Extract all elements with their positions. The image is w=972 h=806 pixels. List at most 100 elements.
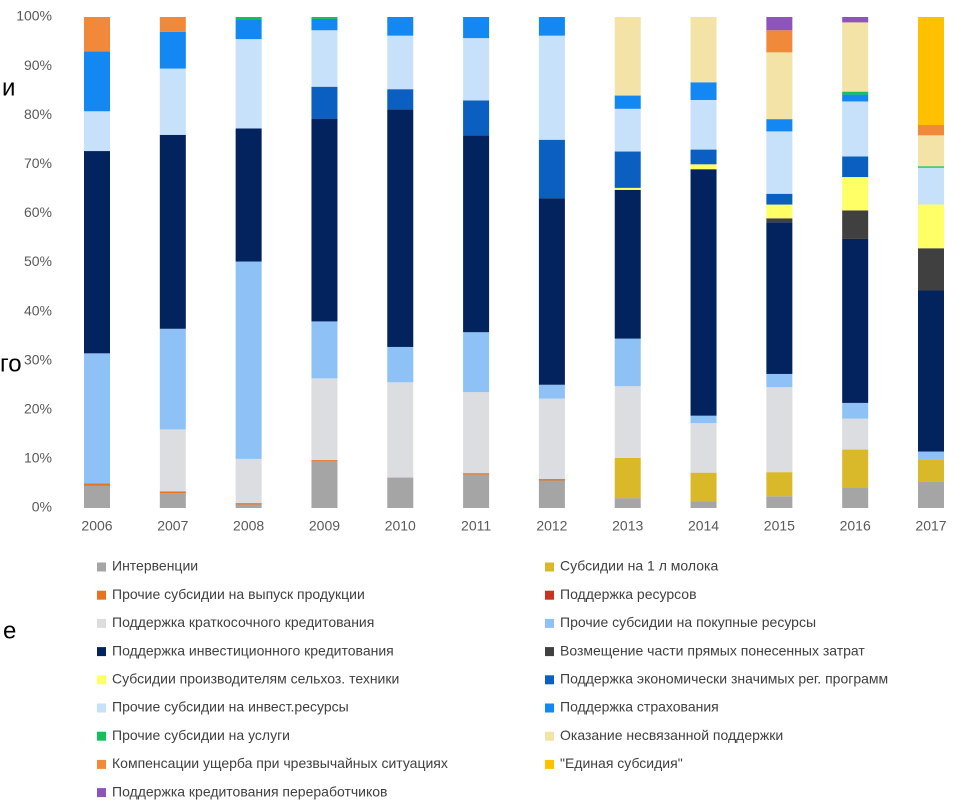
bar-segment bbox=[690, 169, 717, 416]
bar-segment bbox=[690, 164, 717, 170]
bar-segment bbox=[311, 17, 338, 19]
bar-segment bbox=[387, 35, 414, 90]
legend-label: Интервенции bbox=[112, 558, 198, 574]
bar-segment bbox=[311, 118, 338, 322]
legend-swatch bbox=[545, 675, 554, 685]
bar-segment bbox=[690, 415, 717, 424]
bar-segment bbox=[766, 373, 793, 388]
bar-segment bbox=[235, 39, 262, 129]
bar-segment bbox=[387, 17, 414, 36]
bar-segment bbox=[159, 68, 186, 135]
legend-swatch bbox=[97, 590, 106, 600]
bar-segment bbox=[918, 167, 944, 205]
legend-label: Прочие субсидии на выпуск продукции bbox=[112, 586, 365, 602]
bar-segment bbox=[84, 17, 110, 52]
bar-segment bbox=[766, 218, 793, 223]
bar-segment bbox=[463, 100, 490, 136]
bar-segment bbox=[387, 382, 414, 478]
bar-segment bbox=[918, 248, 944, 291]
bar-segment bbox=[614, 151, 641, 188]
bar-segment bbox=[159, 491, 186, 494]
legend-label: Прочие субсидии на услуги bbox=[112, 727, 290, 743]
bar-segment bbox=[235, 17, 262, 20]
bar-segment bbox=[690, 501, 717, 508]
legend-label: Прочие субсидии на покупные ресурсы bbox=[560, 614, 816, 630]
bar-segment bbox=[311, 378, 338, 460]
bar-segment bbox=[918, 290, 944, 452]
legend-swatch bbox=[545, 731, 554, 741]
bar-segment bbox=[538, 198, 565, 385]
x-tick-label: 2017 bbox=[915, 518, 946, 534]
bar-segment bbox=[538, 480, 565, 508]
bar-segment bbox=[918, 125, 944, 136]
background-fragment: е bbox=[3, 617, 16, 644]
bar-segment bbox=[614, 108, 641, 152]
bar-segment bbox=[918, 135, 944, 167]
bar-segment bbox=[387, 477, 414, 508]
y-tick-label: 60% bbox=[24, 204, 52, 220]
bar-segment bbox=[842, 177, 869, 211]
bar-segment bbox=[538, 17, 565, 36]
bar-segment bbox=[311, 18, 338, 31]
y-tick-label: 90% bbox=[24, 57, 52, 73]
legend-swatch bbox=[97, 562, 106, 572]
bar-segment bbox=[538, 398, 565, 480]
bar-segment bbox=[463, 473, 490, 475]
bar-segment bbox=[311, 321, 338, 379]
bar-segment bbox=[842, 17, 869, 23]
legend-swatch bbox=[97, 647, 106, 657]
y-tick-label: 10% bbox=[24, 450, 52, 466]
bar-segment bbox=[766, 52, 793, 120]
legend-label: Поддержка инвестиционного кредитования bbox=[112, 642, 394, 658]
background-fragment: го bbox=[0, 350, 22, 377]
legend-swatch bbox=[97, 731, 106, 741]
bar-segment bbox=[918, 17, 944, 126]
bar-segment bbox=[84, 483, 110, 486]
bar-segment bbox=[690, 99, 717, 150]
bar-segment bbox=[387, 346, 414, 383]
bar-segment bbox=[538, 479, 565, 481]
bar-segment bbox=[614, 17, 641, 96]
bar-segment bbox=[690, 17, 717, 83]
bar-segment bbox=[614, 187, 641, 190]
legend-swatch bbox=[545, 590, 554, 600]
bar-segment bbox=[614, 498, 641, 508]
bar-segment bbox=[538, 139, 565, 199]
bar-segment bbox=[766, 496, 793, 508]
bar-segment bbox=[766, 387, 793, 473]
x-tick-label: 2008 bbox=[233, 518, 264, 534]
bar-segment bbox=[311, 30, 338, 87]
bar-segment bbox=[918, 459, 944, 482]
y-tick-label: 70% bbox=[24, 155, 52, 171]
legend-swatch bbox=[545, 647, 554, 657]
bar-segment bbox=[538, 35, 565, 140]
legend-swatch bbox=[545, 759, 554, 769]
bar-segment bbox=[690, 423, 717, 473]
x-tick-label: 2010 bbox=[385, 518, 416, 534]
legend-label: Компенсации ущерба при чрезвычайных ситу… bbox=[112, 755, 448, 771]
bar-segment bbox=[918, 451, 944, 460]
bar-segment bbox=[842, 418, 869, 450]
bar-segment bbox=[766, 17, 793, 31]
legend-label: Возмещение части прямых понесенных затра… bbox=[560, 642, 865, 658]
bar-segment bbox=[614, 189, 641, 339]
legend-label: Субсидии производителям сельхоз. техники bbox=[112, 671, 399, 687]
bar-segment bbox=[159, 493, 186, 508]
bar-segment bbox=[235, 503, 262, 505]
bar-segment bbox=[235, 19, 262, 40]
bar-segment bbox=[614, 95, 641, 109]
bar-segment bbox=[766, 30, 793, 53]
x-tick-label: 2015 bbox=[764, 518, 795, 534]
x-tick-label: 2009 bbox=[309, 518, 340, 534]
bar-segment bbox=[842, 156, 869, 178]
legend-swatch bbox=[97, 759, 106, 769]
bar-segment bbox=[159, 134, 186, 329]
bar-segment bbox=[766, 131, 793, 194]
x-tick-label: 2007 bbox=[157, 518, 188, 534]
bar-segment bbox=[311, 459, 338, 461]
bar-segment bbox=[463, 474, 490, 508]
legend-label: Прочие субсидии на инвест.ресурсы bbox=[112, 699, 349, 715]
bar-segment bbox=[463, 135, 490, 333]
legend-label: Поддержка кредитования переработчиков bbox=[112, 783, 387, 799]
